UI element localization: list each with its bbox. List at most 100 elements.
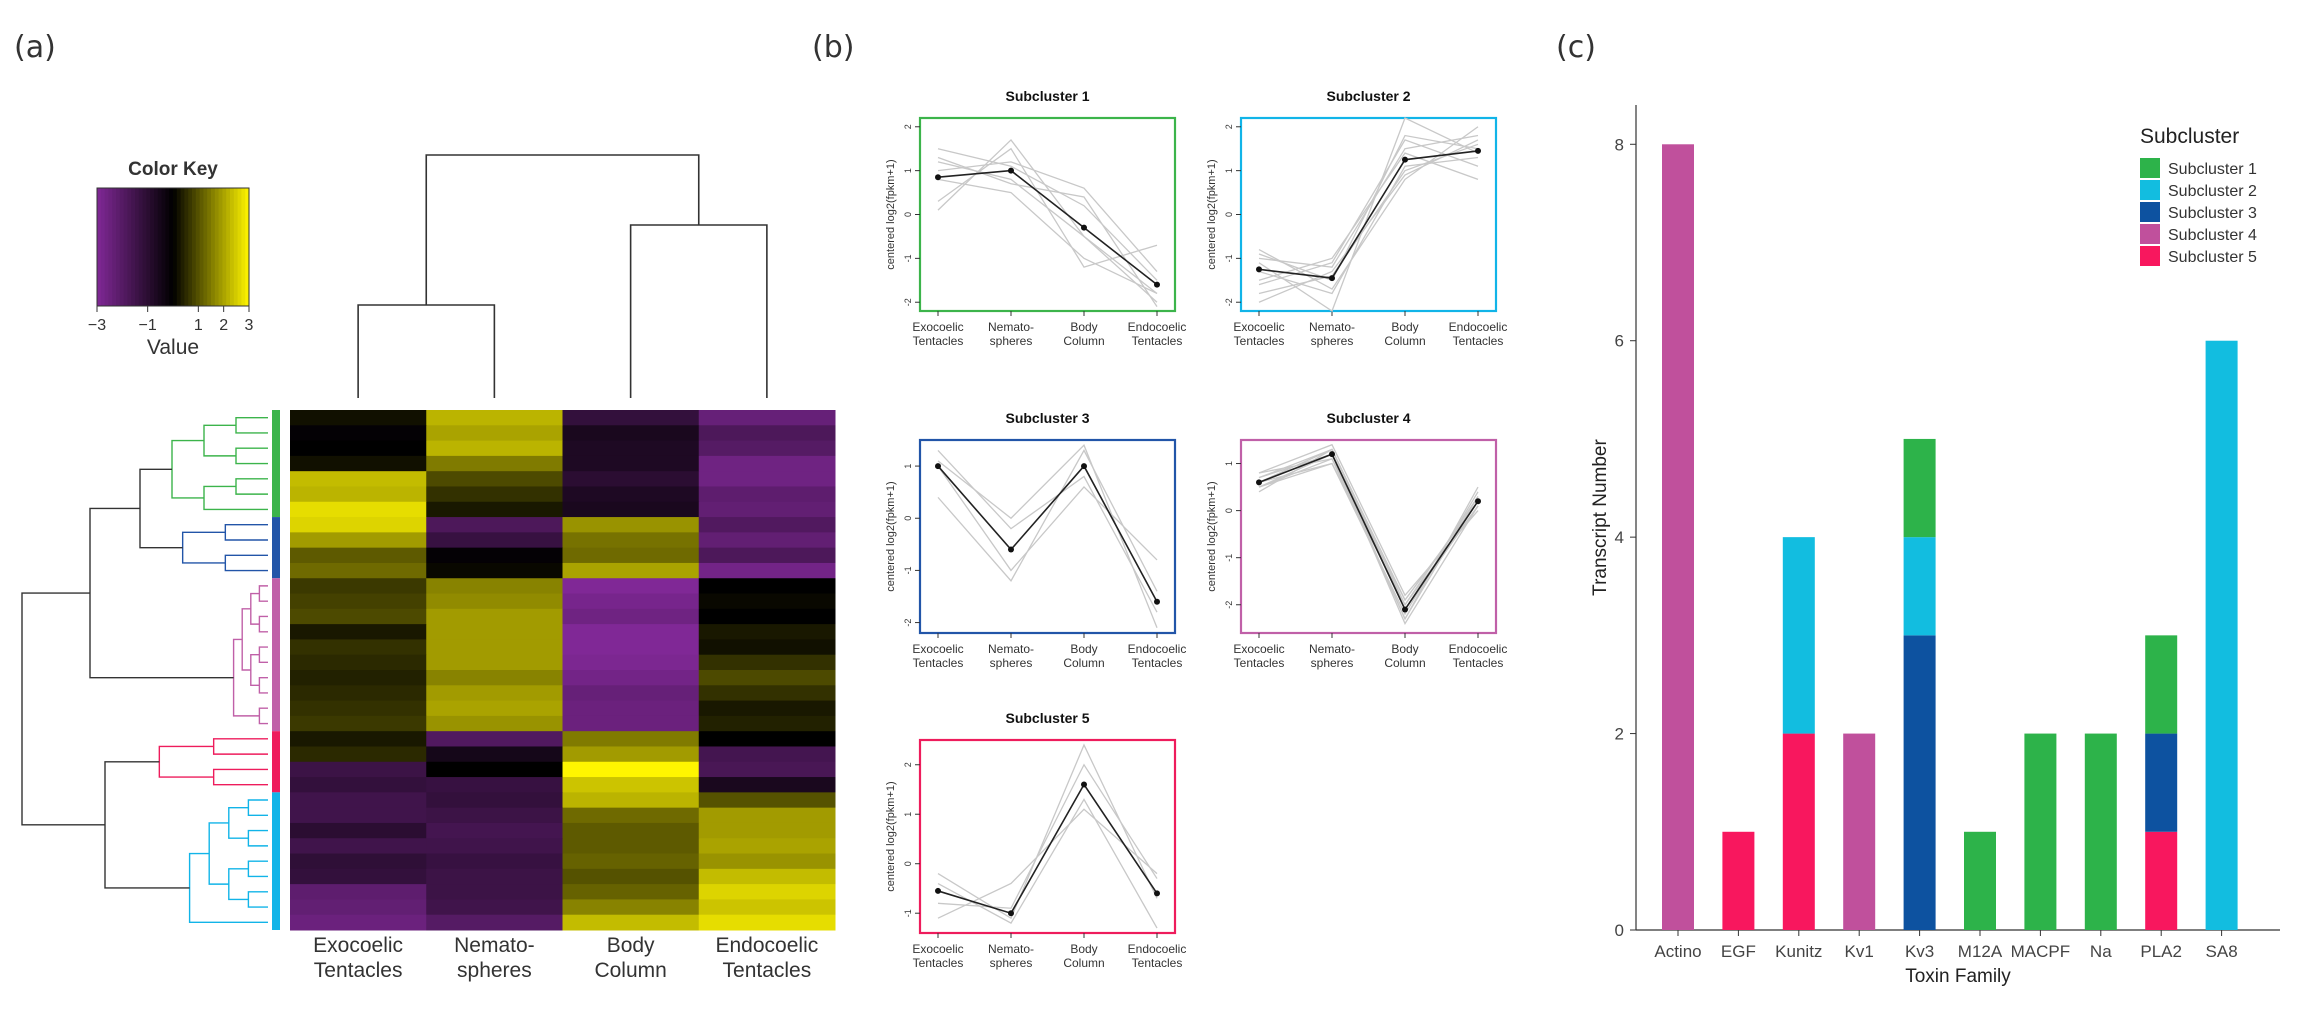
heatmap-column-label: Endocoelic Tentacles — [716, 934, 819, 982]
member-line — [937, 798, 1158, 929]
color-key-swatch — [97, 188, 102, 306]
y-axis-label: Transcript Number — [1590, 439, 1611, 596]
heatmap-cell — [562, 807, 700, 824]
heatmap-cell — [562, 670, 700, 686]
subcluster-title: Subcluster 1 — [1005, 88, 1089, 104]
x-tick-label: Kv3 — [1905, 942, 1934, 961]
mean-point — [935, 463, 941, 470]
color-key-tick-label: 2 — [219, 317, 228, 334]
dendrogram-branch — [21, 592, 105, 826]
mean-point — [1402, 606, 1408, 613]
x-tick-label: Nemato-spheres — [1309, 320, 1355, 348]
heatmap-cell — [562, 853, 700, 870]
heatmap-cell — [290, 593, 427, 610]
subcluster-title: Subcluster 4 — [1326, 410, 1410, 426]
mean-line — [1258, 150, 1479, 279]
heatmap-cell — [290, 624, 427, 640]
bar-segment — [1903, 438, 1936, 538]
heatmap-cell — [698, 532, 836, 549]
heatmap-cell — [698, 608, 836, 625]
dendrogram-branch — [258, 615, 268, 633]
mean-point — [1256, 266, 1262, 273]
legend-title: Subcluster — [2140, 125, 2239, 148]
color-key-swatch — [119, 188, 124, 306]
dendrogram-branch — [258, 676, 268, 694]
y-tick-label: -1 — [903, 566, 913, 574]
dendrogram-branch — [235, 416, 268, 434]
dendrogram-branch — [250, 592, 260, 625]
heatmap-cell — [562, 822, 700, 839]
heatmap-cell — [290, 807, 427, 824]
heatmap-cell — [426, 562, 563, 579]
mean-line — [937, 783, 1158, 915]
color-key-swatch — [142, 188, 147, 306]
y-tick-label: -1 — [903, 254, 913, 262]
legend-swatch — [2140, 202, 2160, 222]
member-line — [1258, 156, 1479, 295]
color-key-tick-label: 1 — [194, 317, 203, 334]
x-tick-label: Nemato-spheres — [988, 320, 1034, 348]
y-tick-label: -2 — [1224, 601, 1234, 609]
x-tick-label: Nemato-spheres — [988, 642, 1034, 670]
x-tick-label: Endocoelic Tentacles — [1449, 642, 1508, 670]
color-key-swatch — [135, 188, 140, 306]
color-key-swatch — [188, 188, 193, 306]
dendrogram-branch — [203, 424, 236, 457]
panel-label-b: (b) — [812, 30, 855, 65]
subcluster-title: Subcluster 3 — [1005, 410, 1089, 426]
mean-point — [1256, 479, 1262, 486]
heatmap-cell — [562, 838, 700, 855]
mean-point — [1329, 275, 1335, 282]
heatmap-cell — [426, 440, 563, 457]
member-line — [937, 449, 1158, 592]
heatmap-cell — [698, 807, 836, 824]
dendrogram-branch — [181, 531, 226, 564]
legend-label: Subcluster 2 — [2168, 183, 2257, 200]
heatmap-cell — [426, 884, 563, 900]
row-group-bar — [272, 578, 280, 732]
heatmap-cell — [698, 501, 836, 518]
color-key-swatch — [192, 188, 197, 306]
heatmap-cell — [698, 715, 836, 732]
mean-point — [1008, 910, 1014, 917]
column-dendrogram — [357, 154, 768, 398]
heatmap-cell — [562, 455, 700, 472]
heatmap-cell — [426, 685, 563, 702]
bar-segment — [2084, 733, 2117, 930]
heatmap-cell — [426, 410, 563, 426]
heatmap-cell — [290, 670, 427, 686]
y-tick-label: 2 — [1224, 124, 1234, 129]
heatmap-cell — [562, 761, 700, 778]
bar-segment — [1722, 831, 1755, 930]
x-axis-label: Toxin Family — [1905, 966, 2011, 987]
heatmap-cell — [426, 455, 563, 472]
legend-label: Subcluster 1 — [2168, 161, 2257, 178]
heatmap-cell — [698, 486, 836, 503]
heatmap-cell — [698, 914, 836, 931]
heatmap-cell — [698, 562, 836, 579]
heatmap-cell — [698, 455, 836, 472]
bar-chart: 0 2 4 6 8 Transcript Number Actino EGF Kunitz Kv1… — [1590, 105, 2280, 987]
heatmap-cell — [426, 471, 563, 487]
x-tick-label: Endocoelic Tentacles — [1128, 320, 1187, 348]
color-key-swatch — [237, 188, 242, 306]
heatmap-cell — [426, 853, 563, 870]
heatmap-cell — [290, 486, 427, 503]
bar-segment — [2024, 733, 2057, 930]
subcluster-plot: Subcluster 1 2 1 0 -1 -2 centered log2(fpkm+1)… — [885, 88, 1186, 348]
color-key-swatch — [100, 188, 105, 306]
y-tick-label: 1 — [1224, 168, 1234, 173]
heatmap-cell — [426, 486, 563, 503]
color-key-swatch — [138, 188, 143, 306]
color-key-swatch — [146, 188, 151, 306]
heatmap-cell — [290, 731, 427, 747]
dendrogram-branch — [208, 822, 229, 885]
heatmap-cell — [698, 593, 836, 610]
heatmap-cell — [290, 562, 427, 579]
heatmap-cell — [290, 532, 427, 549]
y-axis-label: centered log2(fpkm+1) — [885, 159, 897, 269]
dendrogram-branch — [425, 154, 700, 305]
subcluster-frame — [918, 438, 1177, 635]
heatmap-cell — [562, 562, 700, 579]
heatmap-cell — [698, 746, 836, 763]
